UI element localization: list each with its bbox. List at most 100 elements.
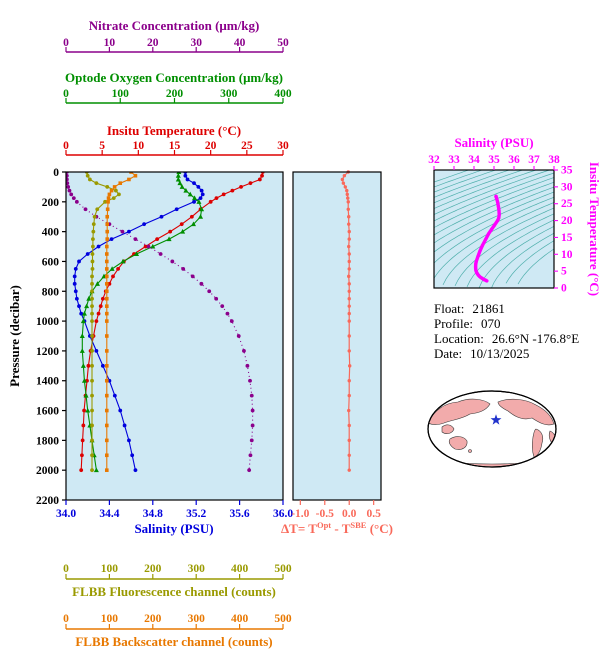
pressure-tick-label: 0 (53, 167, 59, 179)
temperature-profile-marker (116, 267, 120, 271)
fluorescence-profile-marker (91, 244, 95, 249)
salinity-profile-marker (199, 188, 204, 193)
backscatter-tick-label: 500 (274, 613, 292, 625)
nitrate-profile-marker (207, 289, 212, 294)
backscatter-profile-marker (104, 259, 109, 264)
ts-salinity-tick-label: 37 (528, 154, 540, 166)
oxygen-profile-marker (177, 180, 183, 186)
temperature-profile-marker (189, 214, 194, 219)
delta-t-marker (347, 289, 351, 293)
backscatter-profile-marker (106, 196, 111, 200)
fluorescence-profile-marker (94, 181, 99, 186)
oxygen-profile-marker (183, 187, 189, 193)
world-map (427, 390, 557, 468)
delta-t-marker (347, 244, 351, 249)
temperature-profile-marker (79, 468, 84, 473)
nitrate-tick-label: 30 (190, 37, 202, 49)
fluorescence-profile-marker (90, 289, 94, 294)
nitrate-profile-marker (220, 304, 225, 309)
oxygen-profile-marker (93, 467, 99, 473)
oxygen-profile-marker (81, 378, 87, 383)
oxygen-profile-marker (199, 206, 205, 212)
oxygen-axis-title: Optode Oxygen Concentration (μm/kg) (65, 70, 283, 85)
salinity-profile-marker (198, 196, 203, 200)
oxygen-tick-label: 100 (112, 88, 130, 100)
isopycnal-contour (517, 248, 554, 285)
delta-t-marker (347, 215, 351, 219)
fluorescence-profile-marker (90, 319, 94, 323)
temperature-profile-marker (260, 173, 264, 178)
nitrate-tick-label: 0 (63, 37, 69, 49)
salinity-profile-marker (185, 177, 190, 182)
temperature-axis-title: Insitu Temperature (°C) (107, 123, 241, 138)
backscatter-tick-label: 100 (101, 613, 119, 625)
isopycnal-contour (434, 202, 554, 279)
landmass-north-america (497, 398, 555, 426)
oxygen-profile-marker (81, 310, 87, 316)
fluorescence-profile-marker (90, 267, 95, 271)
temperature-tick-label: 10 (133, 140, 145, 152)
temperature-profile-marker (94, 319, 99, 323)
delta-t-marker (347, 252, 351, 256)
pressure-tick-label: 200 (42, 197, 60, 209)
backscatter-profile-marker (109, 188, 114, 193)
backscatter-profile-marker (104, 468, 109, 472)
fluorescence-tick-label: 0 (63, 563, 69, 575)
oxygen-profile-marker (84, 303, 90, 309)
ts-temperature-tick-label: 35 (561, 165, 573, 177)
backscatter-axis-title: FLBB Backscatter channel (counts) (75, 634, 272, 649)
salinity-profile-marker (72, 281, 77, 286)
delta-t-marker (342, 174, 347, 178)
backscatter-profile-marker (104, 423, 109, 428)
world-map-outline (427, 390, 557, 468)
temperature-profile-marker (100, 296, 105, 301)
backscatter-tick-label: 200 (144, 613, 162, 625)
fluorescence-tick-label: 200 (144, 563, 162, 575)
backscatter-profile-marker (104, 289, 109, 294)
nitrate-profile-marker (66, 173, 69, 178)
backscatter-profile-marker (104, 364, 109, 368)
ts-curve-marker (490, 227, 494, 231)
ts-salinity-tick-label: 33 (448, 154, 460, 166)
ts-salinity-axis-title: Salinity (PSU) (454, 135, 533, 150)
ts-curve-marker (474, 262, 478, 266)
delta-t-marker (347, 274, 351, 279)
nitrate-profile-marker (214, 296, 219, 301)
delta-t-marker (347, 423, 351, 428)
ts-temperature-tick-label: 10 (561, 249, 573, 261)
nitrate-profile-marker (66, 185, 71, 189)
isopycnal-contour (491, 232, 554, 288)
fluorescence-profile-marker (117, 192, 121, 197)
pressure-tick-label: 800 (42, 286, 60, 298)
ts-temperature-tick-label: 5 (561, 266, 567, 278)
backscatter-profile-marker (105, 214, 110, 219)
salinity-profile-marker (192, 181, 196, 186)
salinity-profile-marker (74, 296, 79, 301)
nitrate-tick-label: 20 (147, 37, 159, 49)
oxygen-profile-marker (190, 221, 196, 227)
salinity-tick-label: 35.2 (186, 508, 206, 520)
isopycnal-contour (434, 181, 554, 236)
salinity-tick-label: 36.0 (273, 508, 293, 520)
backscatter-tick-label: 300 (188, 613, 206, 625)
isopycnal-contours (434, 170, 554, 288)
oxygen-profile-marker (175, 176, 181, 182)
location-row: Location: 26.6°N -176.8°E (434, 331, 579, 346)
backscatter-tick-label: 400 (231, 613, 249, 625)
salinity-profile-marker (200, 192, 205, 197)
oxygen-profile-marker (150, 243, 156, 249)
nitrate-tick-label: 50 (277, 37, 289, 49)
salinity-profile-marker (85, 252, 90, 256)
salinity-profile-marker (72, 274, 77, 279)
delta-t-marker (347, 297, 351, 301)
isopycnal-contour (454, 213, 554, 287)
fluorescence-profile-marker (91, 237, 95, 241)
nitrate-profile-marker (250, 408, 255, 413)
oxygen-tick-label: 200 (166, 88, 184, 100)
fluorescence-profile-marker (87, 177, 92, 182)
ts-curve-marker (480, 243, 484, 248)
ts-curve-marker (497, 216, 501, 220)
isopycnal-contour (434, 172, 554, 222)
ts-temperature-tick-label: 25 (561, 198, 573, 210)
